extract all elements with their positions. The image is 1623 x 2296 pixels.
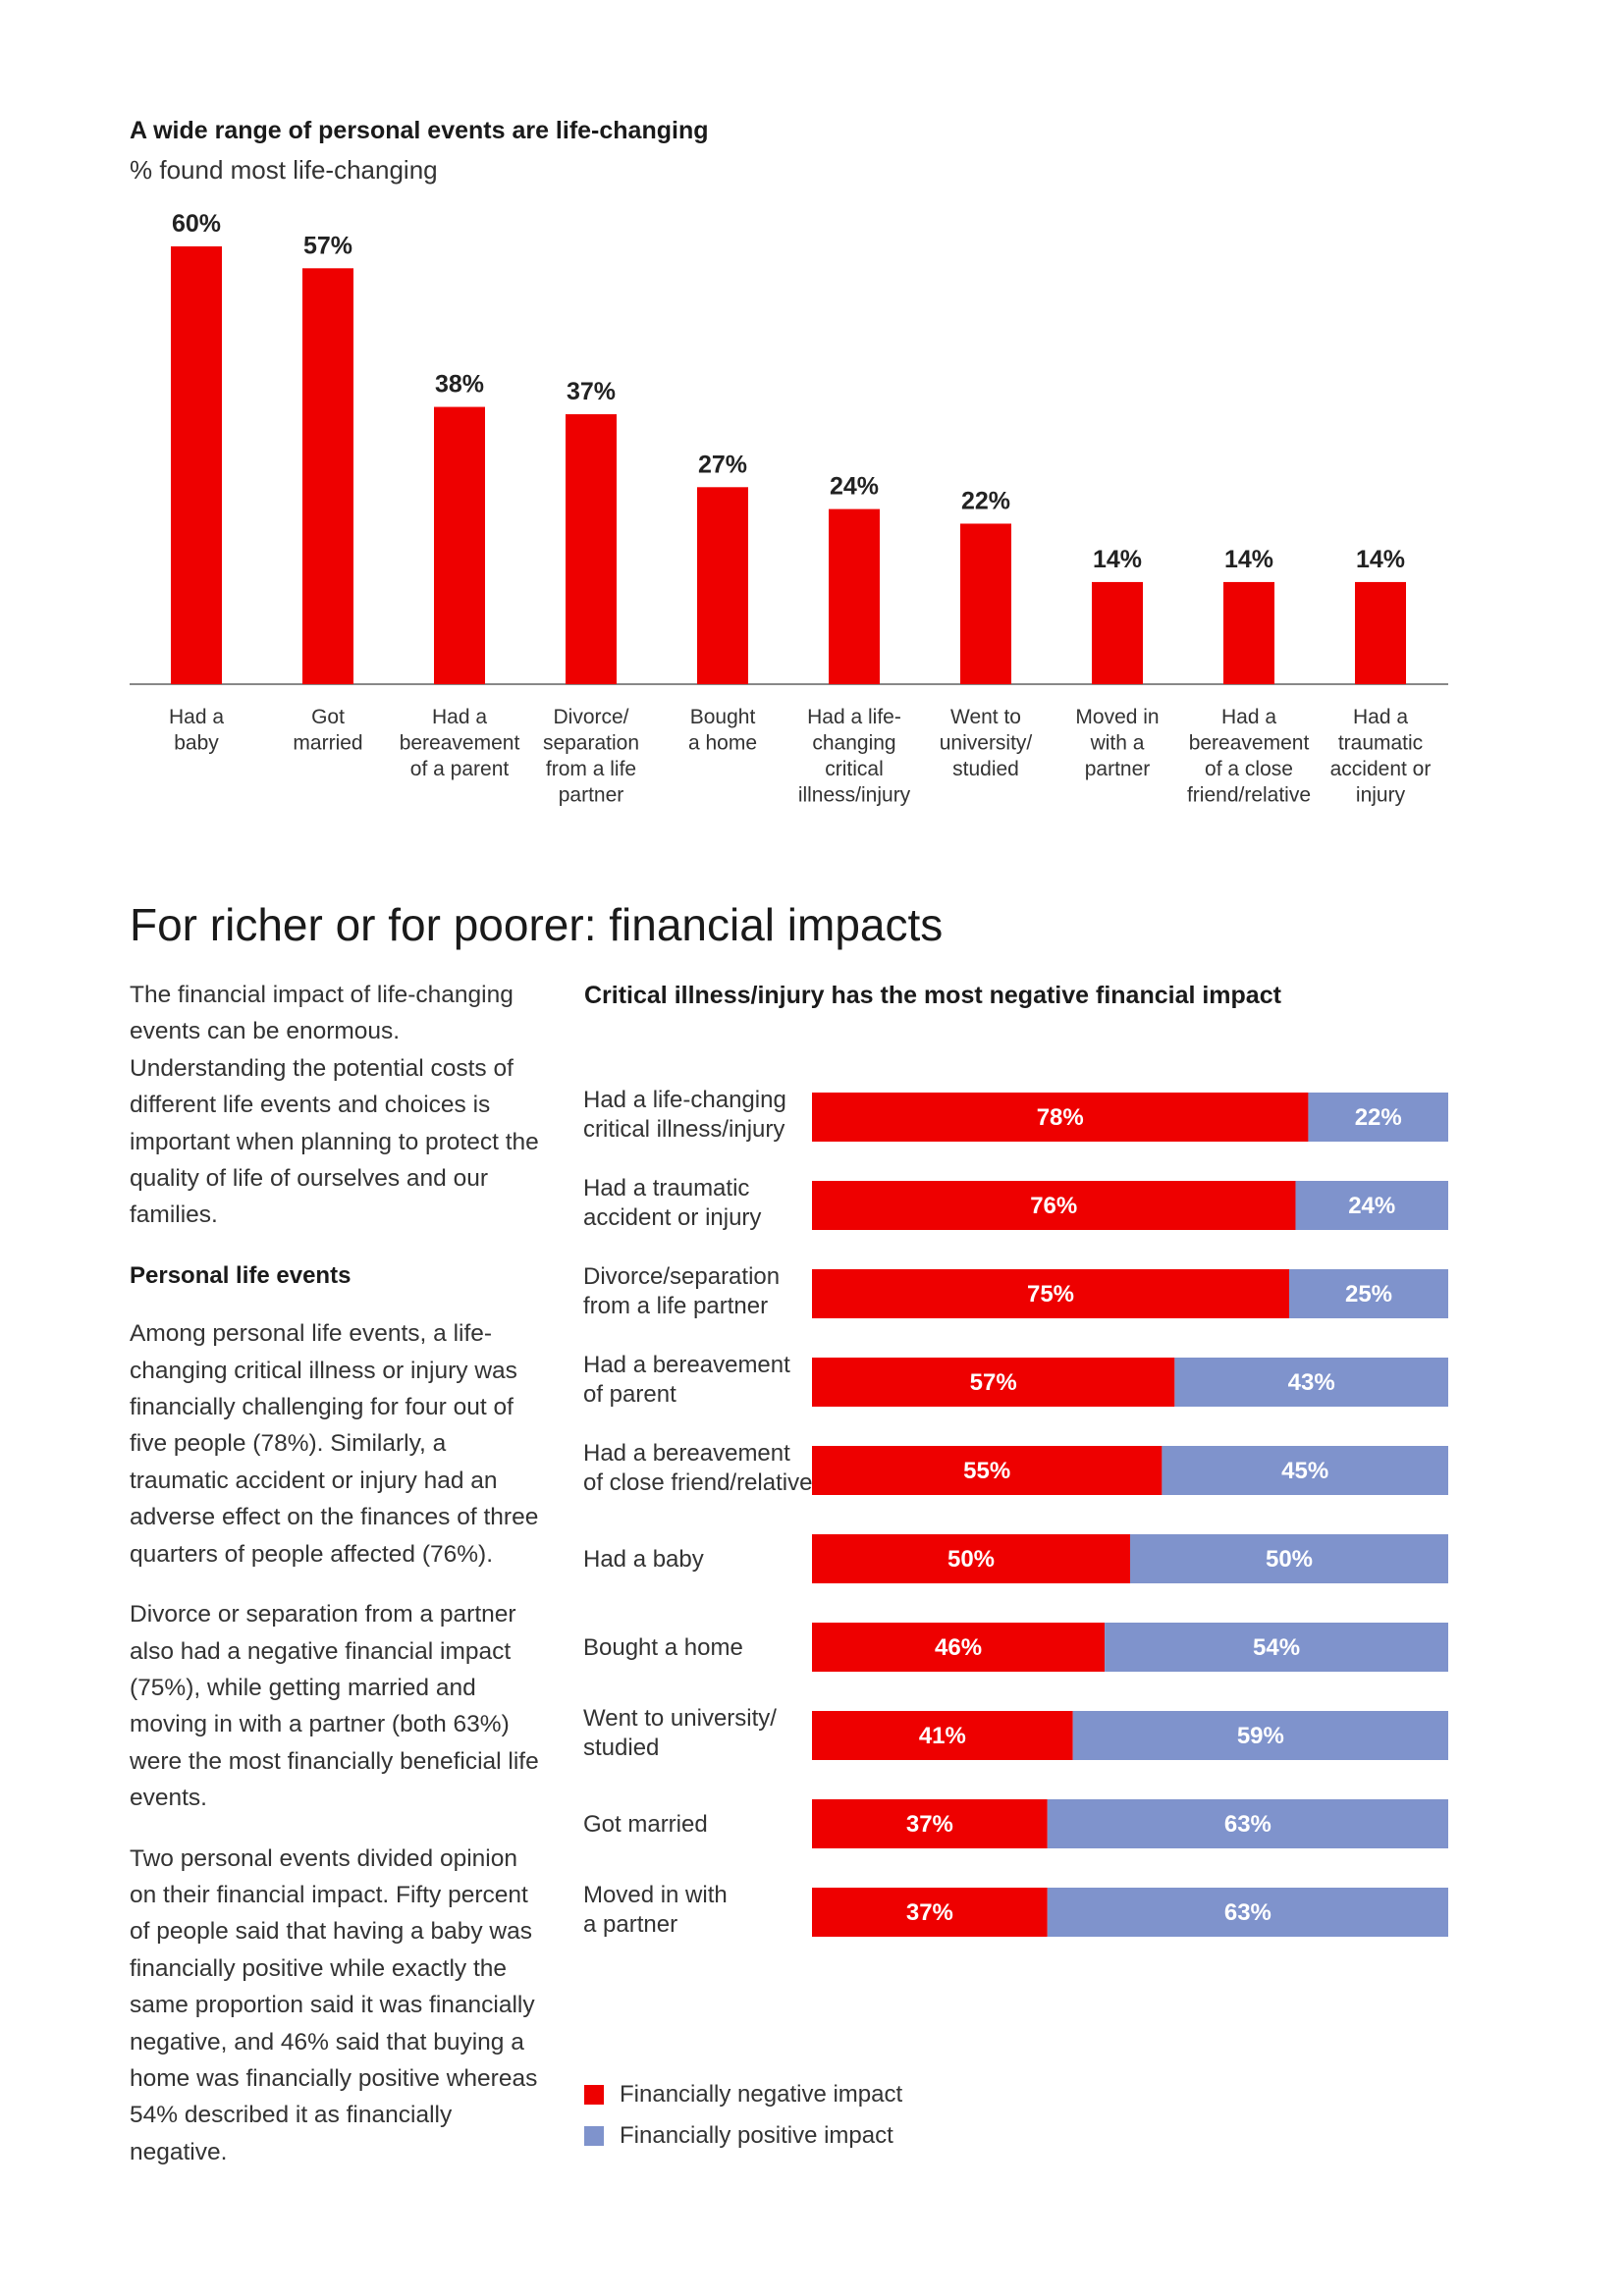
negative-value-label: 37%	[906, 1811, 953, 1838]
negative-value-label: 57%	[970, 1369, 1017, 1396]
row-label: Got married	[583, 1811, 708, 1838]
row-label: Went to university/studied	[583, 1705, 777, 1761]
positive-value-label: 59%	[1237, 1723, 1284, 1749]
row-label: Had a traumatic accident or injury	[583, 1175, 761, 1231]
personal-life-events-heading: Personal life events	[130, 1261, 352, 1289]
negative-bar	[812, 1534, 1130, 1583]
bar	[1223, 581, 1274, 684]
section-heading: For richer or for poorer: financial impa…	[130, 899, 944, 950]
bar-value-label: 14%	[1224, 546, 1273, 573]
chart2-title: Critical illness/injury has the most neg…	[584, 982, 1281, 1009]
bar	[302, 268, 353, 684]
category-label: Went to university/studied	[940, 706, 1033, 780]
positive-value-label: 25%	[1345, 1281, 1392, 1308]
bar	[960, 523, 1011, 684]
positive-bar	[1105, 1623, 1448, 1672]
negative-bar	[812, 1358, 1175, 1407]
negative-value-label: 78%	[1037, 1104, 1084, 1131]
bar	[171, 246, 222, 684]
positive-value-label: 63%	[1224, 1899, 1271, 1926]
bar-value-label: 24%	[830, 473, 879, 501]
negative-value-label: 41%	[919, 1723, 966, 1749]
category-label: Got married	[293, 706, 362, 755]
bar-value-label: 37%	[567, 378, 616, 405]
negative-bar	[812, 1711, 1073, 1760]
category-label: Had a bereavement of a parent	[400, 706, 520, 780]
negative-value-label: 75%	[1027, 1281, 1074, 1308]
bar	[697, 487, 748, 684]
positive-value-label: 50%	[1266, 1546, 1313, 1573]
negative-value-label: 76%	[1030, 1193, 1077, 1219]
negative-bar	[812, 1799, 1048, 1848]
positive-bar	[1130, 1534, 1448, 1583]
category-label: Had a traumatic accident or injury	[1330, 706, 1432, 807]
category-label: Divorce/separation from a life partner	[543, 706, 639, 807]
legend-positive: Financially positive impact	[584, 2122, 893, 2150]
category-label: Moved in with a partner	[1075, 706, 1159, 780]
body-paragraph-1: Among personal life events, a life-chang…	[130, 1320, 539, 1568]
positive-value-label: 45%	[1281, 1458, 1328, 1484]
row-label: Had a life-changing critical illness/inju…	[583, 1087, 786, 1143]
positive-value-label: 63%	[1224, 1811, 1271, 1838]
row-label: Moved in with a partner	[583, 1882, 728, 1938]
chart1-subtitle: % found most life-changing	[130, 155, 438, 185]
legend-negative-label: Financially negative impact	[620, 2081, 903, 2108]
positive-value-label: 24%	[1348, 1193, 1395, 1219]
negative-value-label: 55%	[963, 1458, 1010, 1484]
bar-value-label: 14%	[1356, 546, 1405, 573]
body-text: The financial impact of life-changing ev…	[130, 977, 547, 2194]
row-label: Had a bereavement of close friend/relativ…	[583, 1440, 812, 1496]
body-paragraph-2: Divorce or separation from a partner als…	[130, 1601, 539, 1812]
negative-bar	[812, 1446, 1163, 1495]
negative-value-label: 46%	[935, 1634, 982, 1661]
body-paragraph-3: Two personal events divided opinion on t…	[130, 1844, 538, 2165]
chart1-title: A wide range of personal events are life…	[130, 117, 709, 144]
chart1-svg: 60% Had a baby 57% Got married 38% Had a bereave…	[130, 210, 1448, 807]
bar-value-label: 27%	[698, 451, 747, 478]
positive-bar	[1289, 1269, 1448, 1318]
positive-bar	[1072, 1711, 1448, 1760]
intro-paragraph: The financial impact of life-changing ev…	[130, 982, 539, 1229]
category-label: Bought a home	[688, 706, 757, 755]
bar	[829, 508, 880, 684]
bar	[434, 406, 485, 684]
legend-positive-swatch	[584, 2126, 604, 2146]
bar-value-label: 14%	[1093, 546, 1142, 573]
positive-bar	[1308, 1093, 1448, 1142]
negative-bar	[812, 1181, 1296, 1230]
negative-value-label: 37%	[906, 1899, 953, 1926]
bar-value-label: 22%	[961, 487, 1010, 514]
positive-value-label: 43%	[1288, 1369, 1335, 1396]
positive-bar	[1047, 1888, 1448, 1937]
negative-bar	[812, 1888, 1048, 1937]
negative-bar	[812, 1269, 1289, 1318]
positive-value-label: 22%	[1355, 1104, 1402, 1131]
row-label: Bought a home	[583, 1634, 743, 1661]
legend-negative: Financially negative impact	[584, 2081, 902, 2109]
bar-value-label: 57%	[303, 232, 352, 259]
legend-positive-label: Financially positive impact	[620, 2122, 893, 2149]
bar	[1092, 581, 1143, 684]
legend-negative-swatch	[584, 2085, 604, 2105]
positive-bar	[1162, 1446, 1448, 1495]
positive-bar	[1174, 1358, 1448, 1407]
negative-bar	[812, 1623, 1106, 1672]
negative-bar	[812, 1093, 1309, 1142]
bar-value-label: 38%	[435, 371, 484, 399]
category-label: Had a life-changing critical illness/injur…	[798, 706, 911, 807]
bar	[1355, 581, 1406, 684]
positive-bar	[1295, 1181, 1448, 1230]
bar	[566, 413, 617, 684]
bar-value-label: 60%	[172, 210, 221, 238]
positive-value-label: 54%	[1253, 1634, 1300, 1661]
negative-value-label: 50%	[947, 1546, 995, 1573]
positive-bar	[1047, 1799, 1448, 1848]
category-label: Had a bereavement of a close friend/relativ…	[1187, 706, 1311, 807]
row-label: Had a baby	[583, 1546, 704, 1573]
row-label: Divorce/separation from a life partner	[583, 1263, 780, 1319]
category-label: Had a baby	[169, 706, 224, 755]
row-label: Had a bereavement of parent	[583, 1352, 790, 1408]
